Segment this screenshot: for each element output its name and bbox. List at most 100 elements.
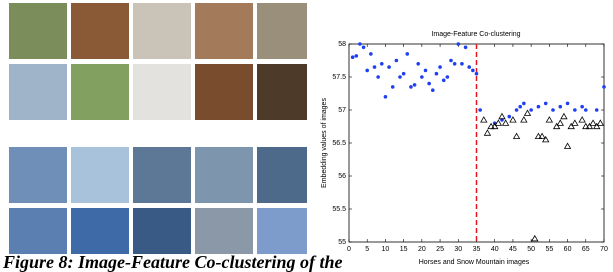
y-tick-label: 56.5 (332, 140, 346, 147)
dot-point (478, 108, 482, 112)
x-tick-label: 0 (347, 246, 351, 253)
y-axis-label: Embedding values of images (321, 98, 328, 188)
chart-title: Image-Feature Co-clustering (431, 31, 520, 38)
photo (133, 147, 191, 203)
dot-point (409, 85, 413, 89)
triangle-point (590, 120, 596, 125)
triangle-point (514, 133, 520, 138)
triangle-point (546, 117, 552, 122)
dot-point (522, 102, 526, 106)
dot-point (398, 75, 402, 79)
dot-point (464, 46, 468, 50)
dot-point (580, 105, 584, 109)
dot-point (358, 42, 362, 46)
triangle-point (521, 117, 527, 122)
dot-point (365, 69, 369, 73)
dot-point (544, 102, 548, 106)
caption: Figure 8: Image-Feature Co-clustering of… (2, 252, 343, 272)
x-tick-label: 40 (491, 246, 499, 253)
dot-point (387, 65, 391, 69)
dot-point (475, 72, 479, 76)
dot-point (438, 65, 442, 69)
dot-point (456, 42, 460, 46)
photo (257, 147, 307, 203)
dot-point (551, 108, 555, 112)
dot-point (446, 75, 450, 79)
photo (71, 147, 129, 203)
dot-point (518, 105, 522, 109)
x-tick-label: 65 (582, 246, 590, 253)
dot-point (602, 85, 606, 89)
photo (71, 64, 129, 120)
x-tick-label: 20 (418, 246, 426, 253)
photo (195, 64, 253, 120)
photo (195, 3, 253, 59)
dot-point (416, 62, 420, 66)
triangle-point (594, 124, 600, 129)
dot-point (354, 54, 358, 58)
x-tick-label: 30 (454, 246, 462, 253)
dot-point (395, 59, 399, 63)
x-tick-label: 70 (600, 246, 608, 253)
triangle-point (543, 137, 549, 142)
dot-point (467, 65, 471, 69)
triangle-point (499, 114, 505, 119)
dot-point (442, 79, 446, 83)
x-tick-label: 45 (509, 246, 517, 253)
dot-point (380, 62, 384, 66)
dot-point (595, 108, 599, 112)
triangle-point (565, 143, 571, 148)
x-tick-label: 35 (473, 246, 481, 253)
photo (257, 3, 307, 59)
dot-point (529, 108, 533, 112)
horse-photos (9, 3, 307, 120)
photo (257, 64, 307, 120)
dot-point (515, 108, 519, 112)
y-tick-label: 56 (338, 173, 346, 180)
dot-point (362, 46, 366, 50)
dot-point (402, 72, 406, 76)
triangle-point (532, 236, 538, 241)
triangle-point (481, 117, 487, 122)
dot-point (453, 62, 457, 66)
dot-point (384, 95, 388, 99)
triangle-point (484, 130, 490, 135)
x-tick-label: 50 (527, 246, 535, 253)
dot-point (413, 83, 417, 87)
dot-point (566, 102, 570, 106)
photo (133, 64, 191, 120)
y-tick-label: 57.5 (332, 74, 346, 81)
triangle-point (579, 117, 585, 122)
mountain-photos (9, 147, 307, 264)
dot-point (537, 105, 541, 109)
y-tick-label: 55.5 (332, 206, 346, 213)
triangle-point (503, 120, 509, 125)
dot-point (351, 55, 355, 59)
x-tick-label: 5 (365, 246, 369, 253)
photo (9, 3, 67, 59)
triangle-point (572, 120, 578, 125)
dot-point (471, 69, 475, 73)
dot-point (584, 108, 588, 112)
x-tick-label: 25 (436, 246, 444, 253)
photo (195, 147, 253, 203)
triangle-point (557, 120, 563, 125)
x-axis-label: Horses and Snow Mountain images (419, 259, 530, 266)
x-tick-label: 15 (400, 246, 408, 253)
triangle-point (568, 124, 574, 129)
dot-point (376, 75, 380, 79)
triangle-point (554, 124, 560, 129)
dot-point (391, 85, 395, 89)
dot-point (573, 108, 577, 112)
triangle-point (597, 120, 603, 125)
triangle-point (525, 110, 531, 115)
dot-point (435, 72, 439, 76)
photo (71, 3, 129, 59)
dot-point (431, 88, 435, 92)
triangle-point (561, 114, 567, 119)
dot-point (507, 115, 511, 119)
y-tick-label: 57 (338, 107, 346, 114)
triangle-point (510, 117, 516, 122)
page: Figure 8: Image-Feature Co-clustering of… (0, 0, 613, 272)
y-tick-label: 58 (338, 41, 346, 48)
